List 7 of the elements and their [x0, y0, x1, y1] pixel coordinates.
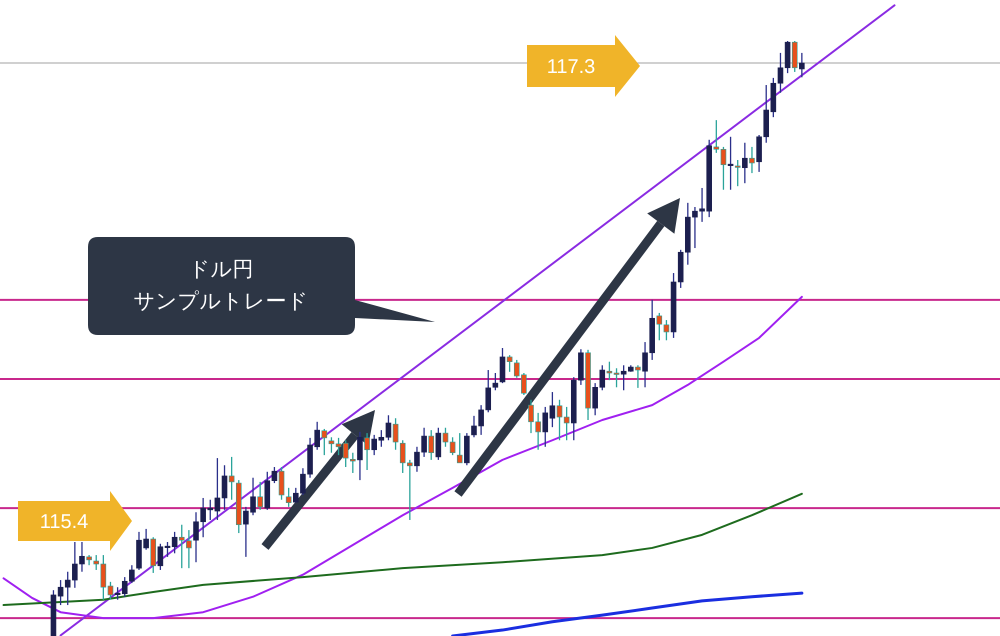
- annotation: ドル円 サンプルトレード: [88, 237, 435, 335]
- annotation: 117.3: [546, 56, 596, 78]
- annotation: ドル円: [188, 258, 254, 281]
- annotation: 117.3: [527, 35, 640, 97]
- annotation: 115.4: [40, 511, 88, 533]
- annotation: サンプルトレード: [134, 290, 308, 313]
- annotation: 115.4: [18, 491, 132, 551]
